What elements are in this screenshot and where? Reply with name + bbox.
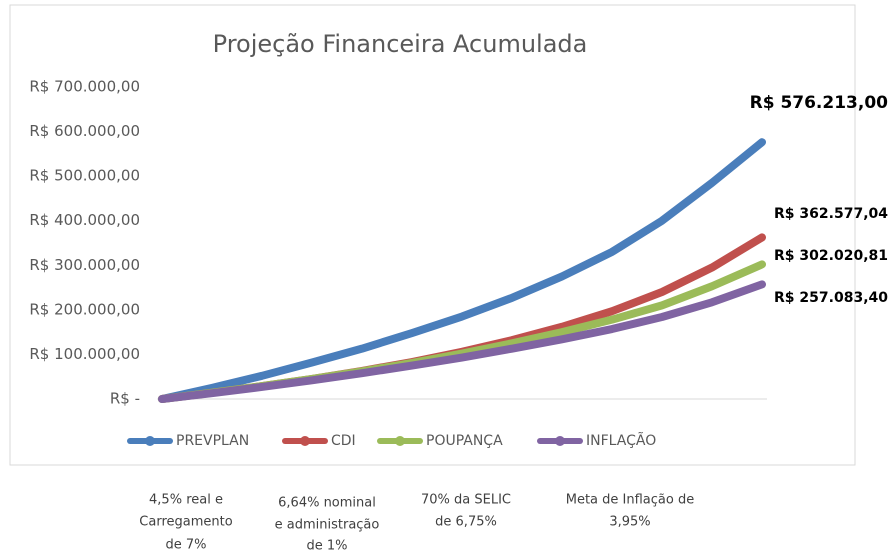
legend-label: CDI: [331, 433, 356, 449]
note: 4,5% real e: [149, 493, 223, 508]
y-tick-label: R$ 500.000,00: [29, 167, 140, 185]
y-tick-label: R$ 100.000,00: [29, 345, 140, 363]
note: de 7%: [165, 538, 206, 553]
note: e administração: [275, 518, 380, 533]
note: de 6,75%: [435, 515, 497, 530]
y-tick-label: R$ 600.000,00: [29, 122, 140, 140]
data-label: R$ 302.020,81: [774, 248, 888, 264]
note: 6,64% nominal: [278, 496, 376, 511]
chart-frame: [9, 4, 856, 466]
y-tick-label: R$ 200.000,00: [29, 300, 140, 318]
note: 70% da SELIC: [421, 493, 511, 508]
y-tick-label: R$ 700.000,00: [29, 78, 140, 96]
y-tick-label: R$ 400.000,00: [29, 211, 140, 229]
data-label: R$ 576.213,00: [750, 93, 889, 113]
chart-title: Projeção Financeira Acumulada: [213, 30, 588, 58]
series-line: [158, 138, 766, 403]
note: Carregamento: [139, 515, 232, 530]
note: 3,95%: [609, 515, 650, 530]
legend-label: INFLAÇÃO: [586, 432, 656, 449]
y-tick-label: R$ -: [110, 390, 140, 408]
data-label: R$ 362.577,04: [774, 206, 888, 222]
legend-label: PREVPLAN: [176, 433, 249, 449]
legend-marker: [145, 436, 155, 446]
note: de 1%: [306, 539, 347, 553]
data-label: R$ 257.083,40: [774, 290, 888, 306]
y-tick-label: R$ 300.000,00: [29, 256, 140, 274]
legend-marker: [395, 436, 405, 446]
legend-marker: [555, 436, 565, 446]
series-line: [158, 280, 766, 403]
note: Meta de Inflação de: [566, 493, 694, 508]
legend-label: POUPANÇA: [426, 433, 503, 449]
legend-marker: [300, 436, 310, 446]
